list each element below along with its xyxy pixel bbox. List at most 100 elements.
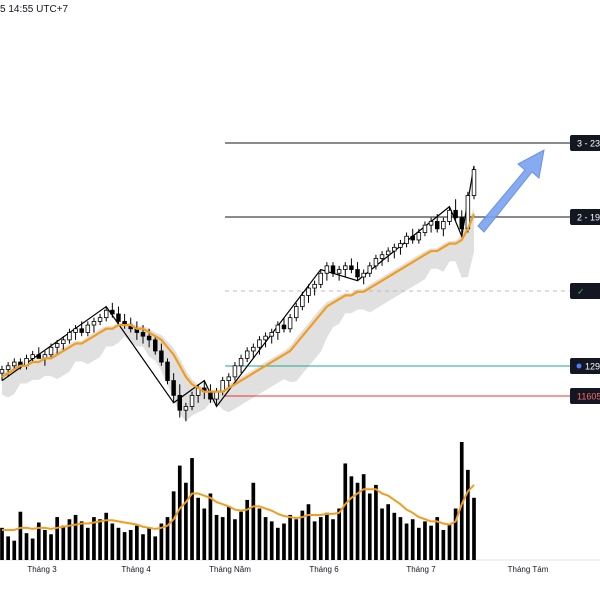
price-cloud-band (2, 208, 474, 422)
candle[interactable] (471, 165, 477, 200)
candle[interactable] (275, 321, 281, 340)
candle[interactable] (447, 206, 452, 226)
candle[interactable] (48, 343, 54, 359)
candle-body-up (306, 287, 311, 296)
candle-body-up (91, 320, 97, 326)
candle[interactable] (336, 265, 342, 281)
candle[interactable] (91, 317, 97, 333)
candle[interactable] (244, 347, 250, 363)
candle-body-up (232, 365, 238, 378)
target-3-label-text: 3 - 23 (577, 139, 600, 149)
candle[interactable] (12, 358, 17, 370)
candle[interactable] (165, 358, 170, 385)
volume-bar (472, 497, 476, 560)
volume-bar (355, 482, 360, 560)
candle[interactable] (293, 302, 299, 322)
volume-bar (79, 521, 84, 560)
candle[interactable] (349, 258, 354, 274)
candle[interactable] (343, 262, 348, 277)
candle[interactable] (269, 328, 274, 344)
volume-bar (294, 519, 299, 560)
candle[interactable] (36, 347, 42, 359)
volume-bar (423, 521, 427, 560)
candle-body-up (189, 394, 195, 407)
candle[interactable] (67, 328, 72, 344)
candle[interactable] (257, 336, 262, 355)
candle[interactable] (103, 306, 109, 322)
candle[interactable] (116, 306, 121, 326)
candle[interactable] (428, 217, 434, 233)
candle[interactable] (232, 362, 238, 381)
candle-body-up (263, 335, 268, 341)
volume-bar (196, 497, 200, 560)
candle[interactable] (177, 384, 183, 418)
candle[interactable] (318, 269, 323, 289)
candle[interactable] (361, 269, 366, 285)
entry-dot-icon (576, 363, 582, 369)
candle[interactable] (110, 302, 115, 318)
candle[interactable] (183, 402, 189, 422)
candle[interactable] (251, 343, 256, 359)
candle[interactable] (410, 228, 415, 244)
candle[interactable] (422, 221, 428, 237)
volume-bar (141, 534, 145, 560)
candle-body-up (244, 350, 250, 359)
candle[interactable] (238, 354, 244, 374)
price-moving-average-line (1, 213, 476, 393)
candle-body-down (410, 235, 415, 241)
candle[interactable] (263, 332, 268, 348)
candle[interactable] (385, 247, 391, 263)
candle-body-up (422, 224, 428, 233)
candle[interactable] (416, 228, 422, 244)
candle[interactable] (306, 284, 311, 303)
candle[interactable] (73, 325, 78, 340)
candle[interactable] (61, 336, 66, 351)
stop-label[interactable]: 11605 (570, 388, 600, 404)
candle[interactable] (373, 254, 379, 270)
candle-body-up (416, 232, 422, 241)
candle-body-up (183, 406, 189, 411)
candle[interactable] (379, 251, 385, 266)
candle[interactable] (392, 243, 397, 259)
candle[interactable] (159, 343, 164, 366)
candle[interactable] (226, 373, 232, 388)
candle-body-down (153, 339, 158, 352)
candle[interactable] (300, 291, 305, 311)
candle[interactable] (324, 262, 330, 281)
candle[interactable] (355, 262, 360, 281)
candle-body-up (238, 357, 244, 367)
candle[interactable] (459, 210, 464, 237)
candle[interactable] (287, 313, 293, 333)
candle[interactable] (330, 262, 336, 277)
candle[interactable] (54, 339, 60, 355)
candle[interactable] (398, 239, 403, 255)
candle[interactable] (404, 232, 409, 248)
candle-body-up (367, 265, 373, 274)
volume-moving-average-line (2, 484, 475, 531)
candle[interactable] (189, 391, 195, 411)
target-2-label-text: 2 - 19 (577, 213, 600, 223)
candle[interactable] (441, 217, 446, 237)
candle[interactable] (85, 321, 91, 337)
candle[interactable] (0, 365, 5, 381)
candle[interactable] (153, 336, 158, 355)
candle[interactable] (30, 350, 35, 363)
candle[interactable] (312, 280, 317, 296)
candle[interactable] (434, 214, 440, 233)
candle[interactable] (281, 317, 287, 333)
candle[interactable] (171, 373, 176, 403)
check-level-label[interactable]: ✓ (570, 283, 600, 299)
candle[interactable] (79, 321, 84, 337)
candle[interactable] (453, 199, 458, 222)
candle-body-up (48, 346, 54, 356)
target-2-label[interactable]: 2 - 19 (570, 209, 600, 225)
x-axis-tick-label: Tháng 3 (27, 565, 57, 574)
target-3-label[interactable]: 3 - 23 (570, 135, 600, 151)
entry-label[interactable]: 129 (570, 358, 600, 374)
candle-body-up (287, 317, 293, 330)
candle-body-up (12, 361, 17, 367)
x-axis-tick-label: Tháng 6 (309, 565, 339, 574)
candle[interactable] (97, 313, 103, 326)
candle[interactable] (367, 262, 373, 277)
